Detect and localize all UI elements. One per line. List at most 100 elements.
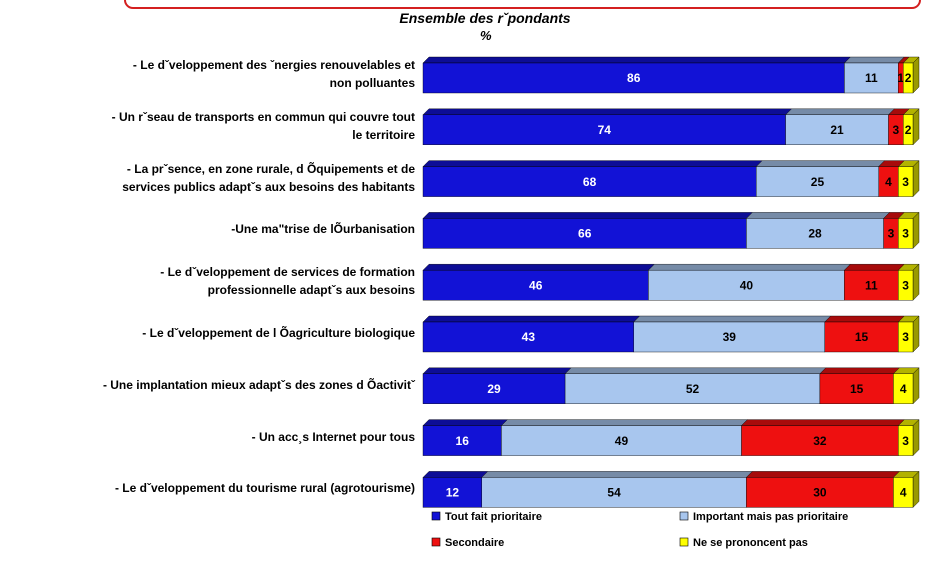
- bar-top: [741, 419, 905, 426]
- bar: [819, 373, 894, 404]
- bar-side: [912, 211, 920, 249]
- bar-top: [481, 471, 753, 478]
- bar-side: [912, 56, 920, 94]
- bar: [422, 62, 845, 94]
- bar: [422, 114, 786, 146]
- legend-label: Secondaire: [445, 537, 504, 549]
- category-label: - Un rˇseau de transports en commun qui …: [111, 109, 415, 142]
- bar: [898, 166, 914, 197]
- bar: [746, 218, 884, 249]
- bar: [422, 373, 566, 404]
- legend-swatch: [431, 511, 441, 521]
- bar: [893, 373, 914, 404]
- value-label: 2: [905, 71, 912, 85]
- bar-side: [912, 160, 920, 198]
- value-label: 29: [487, 382, 501, 396]
- bar: [501, 425, 742, 456]
- bar: [893, 477, 914, 508]
- category-label: - Le dˇveloppement des ˇnergies renouvel…: [132, 58, 415, 90]
- bar-side: [912, 108, 920, 146]
- bar: [903, 62, 914, 94]
- bar: [422, 477, 482, 508]
- bar-top: [422, 212, 753, 219]
- value-label: 4: [900, 486, 907, 500]
- bar-top: [422, 56, 851, 64]
- bar-top: [422, 367, 572, 374]
- bar-top: [422, 160, 763, 167]
- bar-side: [912, 263, 920, 301]
- value-label: 25: [811, 175, 825, 189]
- value-label: 52: [686, 382, 700, 396]
- bar: [481, 477, 747, 508]
- bar: [903, 114, 914, 146]
- bar: [422, 166, 757, 197]
- legend-swatch: [679, 537, 689, 547]
- value-label: 3: [902, 227, 909, 241]
- value-label: 15: [850, 382, 864, 396]
- category-label: - Un acc¸s Internet pour tous: [251, 429, 415, 444]
- value-label: 68: [583, 175, 597, 189]
- value-label: 43: [522, 330, 536, 344]
- bar: [422, 218, 747, 249]
- bar: [844, 270, 899, 301]
- value-label: 3: [902, 434, 909, 448]
- value-label: 40: [740, 278, 754, 292]
- value-label: 54: [607, 486, 621, 500]
- value-label: 30: [813, 486, 827, 500]
- chart-title: Ensemble des rˇpondants: [399, 10, 571, 26]
- bar-side: [912, 419, 920, 457]
- bar: [633, 321, 826, 353]
- bar-top: [633, 315, 832, 323]
- chart-subtitle: %: [480, 28, 492, 43]
- value-label: 11: [865, 71, 878, 85]
- value-label: 49: [615, 434, 629, 448]
- category-label: - Une implantation mieux adaptˇs des zon…: [102, 377, 415, 392]
- value-label: 3: [902, 330, 909, 344]
- bar: [898, 218, 914, 249]
- frame: [124, 0, 921, 9]
- bar-top: [422, 419, 508, 426]
- bar-top: [422, 315, 641, 323]
- bar: [422, 425, 502, 456]
- bar-top: [422, 264, 655, 271]
- category-label: -Une ma"trise de lÕurbanisation: [231, 222, 415, 237]
- value-label: 12: [446, 486, 460, 500]
- bar: [898, 425, 914, 456]
- bar: [422, 321, 634, 353]
- legend-label: Ne se prononcent pas: [693, 537, 808, 549]
- bar: [564, 373, 821, 404]
- value-label: 86: [627, 71, 641, 85]
- bar-top: [422, 471, 489, 478]
- bar-top: [422, 108, 793, 116]
- value-label: 3: [902, 175, 909, 189]
- legend-label: Tout fait prioritaire: [445, 511, 542, 523]
- value-label: 2: [905, 123, 912, 137]
- value-label: 11: [865, 278, 878, 292]
- value-label: 4: [885, 175, 892, 189]
- category-label: - Le dˇveloppement de l Õagriculture bio…: [142, 326, 415, 340]
- bar-side: [912, 470, 920, 508]
- bar-top: [819, 367, 900, 374]
- bar-side: [912, 315, 920, 353]
- category-label: - Le dˇveloppement du tourisme rural (ag…: [114, 481, 415, 496]
- value-label: 3: [902, 278, 909, 292]
- value-label: 16: [456, 434, 470, 448]
- value-label: 28: [808, 227, 822, 241]
- value-label: 1: [897, 71, 904, 85]
- bar: [844, 62, 899, 94]
- value-label: 3: [893, 123, 900, 137]
- value-label: 32: [813, 434, 827, 448]
- bar-top: [824, 315, 905, 323]
- value-label: 3: [888, 227, 895, 241]
- bar-top: [843, 264, 905, 271]
- bar: [898, 321, 914, 353]
- value-label: 74: [598, 123, 612, 137]
- legend-swatch: [431, 537, 441, 547]
- category-label: - La prˇsence, en zone rurale, d Õquipem…: [122, 161, 415, 194]
- value-label: 39: [723, 330, 737, 344]
- bar-top: [843, 56, 905, 64]
- bar: [756, 166, 879, 197]
- bar: [898, 270, 914, 301]
